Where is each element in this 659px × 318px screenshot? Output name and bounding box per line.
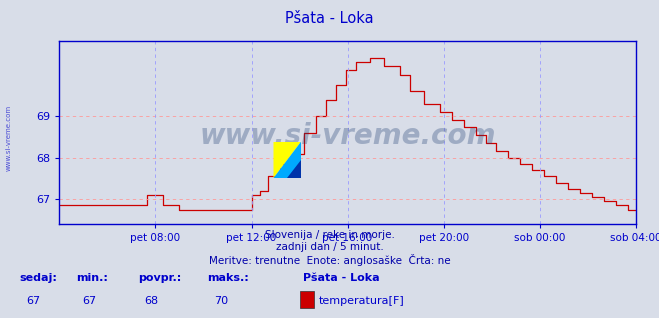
Text: 67: 67 bbox=[82, 296, 96, 306]
Polygon shape bbox=[273, 142, 301, 178]
Text: povpr.:: povpr.: bbox=[138, 273, 182, 283]
Text: temperatura[F]: temperatura[F] bbox=[318, 296, 404, 306]
Text: sedaj:: sedaj: bbox=[20, 273, 57, 283]
Text: Pšata - Loka: Pšata - Loka bbox=[303, 273, 380, 283]
Text: zadnji dan / 5 minut.: zadnji dan / 5 minut. bbox=[275, 242, 384, 252]
Text: Meritve: trenutne  Enote: anglosaške  Črta: ne: Meritve: trenutne Enote: anglosaške Črta… bbox=[209, 254, 450, 266]
Text: Slovenija / reke in morje.: Slovenija / reke in morje. bbox=[264, 230, 395, 239]
Text: 67: 67 bbox=[26, 296, 40, 306]
Text: min.:: min.: bbox=[76, 273, 107, 283]
Text: Pšata - Loka: Pšata - Loka bbox=[285, 11, 374, 26]
Text: 68: 68 bbox=[144, 296, 159, 306]
Text: www.si-vreme.com: www.si-vreme.com bbox=[200, 122, 496, 150]
Text: 70: 70 bbox=[214, 296, 228, 306]
Polygon shape bbox=[287, 160, 301, 178]
Text: www.si-vreme.com: www.si-vreme.com bbox=[5, 105, 12, 171]
Text: maks.:: maks.: bbox=[208, 273, 249, 283]
Polygon shape bbox=[273, 142, 301, 178]
